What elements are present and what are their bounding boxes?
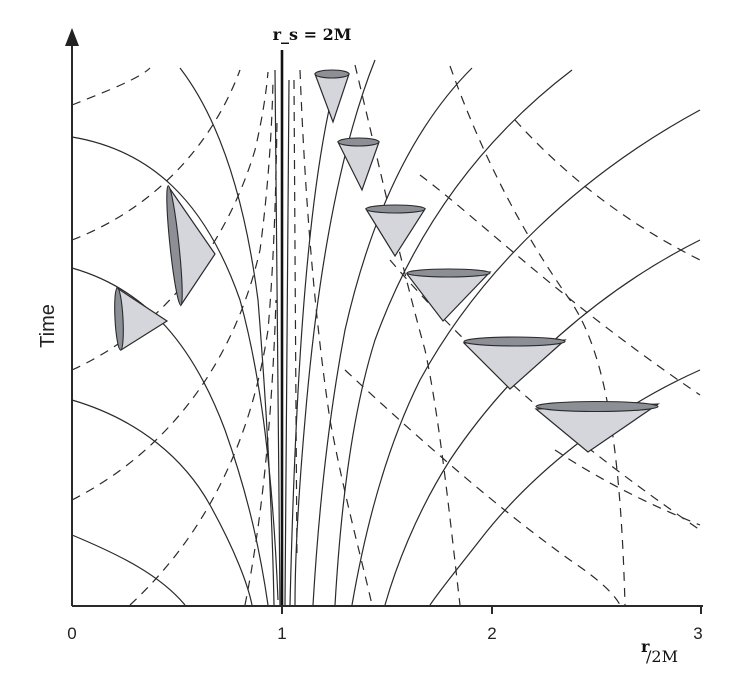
x-tick-label: 0: [67, 624, 76, 643]
dashed-curve: [514, 119, 701, 261]
light-cone: [337, 137, 380, 192]
solid-curve: [384, 239, 701, 606]
light-cone: [114, 286, 169, 352]
dashed-curve: [71, 67, 151, 106]
dashed-curve: [354, 64, 461, 606]
dashed-curve: [129, 119, 278, 606]
solid-curve: [71, 399, 253, 606]
solid-curve: [284, 79, 290, 606]
solid-curve: [71, 136, 279, 601]
dashed-curve: [293, 79, 298, 561]
solid-curves-right: [284, 59, 701, 606]
light-cone: [462, 336, 567, 390]
solid-curve: [334, 69, 573, 606]
dashed-curve: [244, 299, 277, 606]
solid-curve: [71, 534, 186, 606]
light-cone: [534, 400, 661, 453]
dashed-curve: [554, 449, 701, 526]
dashed-curve: [71, 79, 274, 501]
time-axis-arrow: [65, 28, 79, 46]
x-axis-label-sub: /2M: [646, 647, 678, 666]
x-tick-label: 3: [693, 624, 702, 643]
solid-curve: [71, 267, 269, 606]
solid-curves-left: [71, 67, 281, 606]
solid-curve: [351, 109, 701, 606]
dashed-curve: [299, 69, 373, 606]
solid-curve: [289, 104, 331, 606]
solid-curve: [274, 69, 281, 606]
x-tick-label: 1: [277, 624, 286, 643]
dashed-curve: [344, 369, 621, 606]
light-cone: [314, 69, 350, 124]
dashed-curve: [449, 65, 626, 606]
dashed-curves-right: [293, 64, 701, 606]
solid-curve: [312, 67, 473, 606]
light-cone: [405, 268, 492, 322]
y-axis-label: Time: [37, 304, 59, 348]
x-tick-label: 2: [487, 624, 496, 643]
horizon-label: r_s = 2M: [273, 25, 352, 44]
light-cone: [166, 185, 216, 307]
light-cone: [364, 204, 427, 258]
dashed-curve: [419, 174, 701, 396]
dashed-curve: [71, 69, 241, 241]
x-axis-label-sup: r: [641, 637, 650, 656]
solid-curve: [179, 67, 275, 606]
